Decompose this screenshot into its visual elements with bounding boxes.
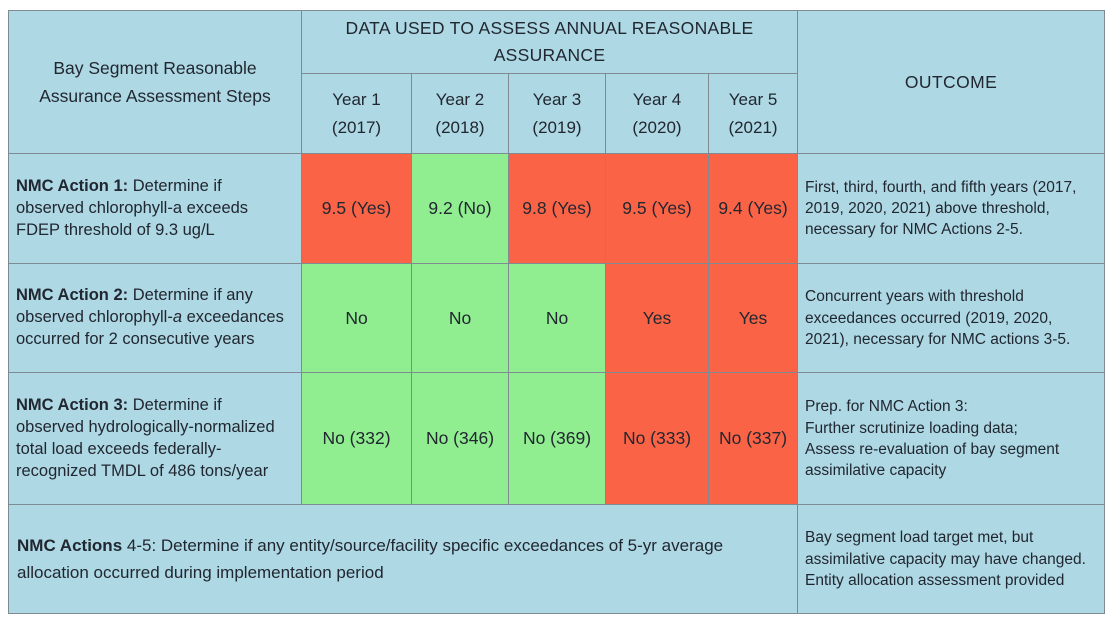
year-value-cell: No (333) (605, 372, 709, 506)
footer-row: NMC Actions 4-5: Determine if any entity… (7, 504, 1106, 615)
year-value-cell: Yes (707, 263, 799, 374)
action-label: NMC Action 2: (16, 286, 129, 305)
footer-text: 4-5: Determine if any entity/source/faci… (17, 536, 724, 583)
data-used-header-cell: DATA USED TO ASSESS ANNUAL REASONABLE AS… (300, 9, 799, 75)
assessment-table: Bay Segment Reasonable Assurance Assessm… (7, 9, 1106, 615)
year-header-cell-2: Year 2 (2018) (411, 73, 509, 155)
footer-label: NMC Actions (17, 536, 123, 556)
year-value-cell: No (346) (411, 372, 509, 506)
action-text-italic: a (172, 308, 183, 327)
year-value-cell: No (301, 263, 412, 374)
year-value-cell: 9.4 (Yes) (707, 153, 799, 265)
year-value-cell: No (411, 263, 509, 374)
year-header-cell-3: Year 3 (2019) (508, 73, 606, 155)
outcome-cell: Concurrent years with threshold exceedan… (797, 263, 1106, 374)
year-header-cell-1: Year 1 (2017) (301, 73, 412, 155)
year-value-cell: No (369) (508, 372, 606, 506)
year-value-cell: 9.5 (Yes) (301, 153, 412, 265)
action-row-2: NMC Action 2: Determine if any observed … (8, 263, 1106, 374)
action-text: Determine if observed hydrologically-nor… (16, 395, 275, 480)
year-label: Year 3 (532, 89, 582, 109)
year-sub: (2018) (435, 117, 485, 137)
year-value-cell: No (508, 263, 606, 374)
year-value-cell: 9.8 (Yes) (508, 153, 606, 265)
year-sub: (2019) (532, 117, 582, 137)
header-row-years: Year 1 (2017) Year 2 (2018) Year 3 (2019) Y… (9, 73, 1105, 155)
footer-outcome-cell: Bay segment load target met, but assimil… (797, 504, 1106, 615)
year-value-cell: No (332) (301, 372, 412, 506)
year-label: Year 4 (632, 89, 682, 109)
action-description-cell: NMC Action 3: Determine if observed hydr… (8, 372, 302, 506)
action-label: NMC Action 1: (16, 176, 129, 195)
action-label: NMC Action 3: (16, 395, 129, 414)
header-row-top: Bay Segment Reasonable Assurance Assessm… (8, 9, 1106, 155)
outcome-cell: Prep. for NMC Action 3: Further scrutini… (797, 372, 1106, 506)
action-description-cell: NMC Action 2: Determine if any observed … (8, 263, 302, 374)
year-sub: (2017) (331, 117, 382, 137)
action-text: exceedances occurred for 2 consecutive y… (16, 308, 284, 349)
year-value-cell: Yes (605, 263, 709, 374)
action-text: Determine if any observed chlorophyll- (16, 286, 253, 327)
action-row-3: NMC Action 3: Determine if observed hydr… (8, 372, 1106, 506)
year-sub: (2020) (632, 117, 682, 137)
outcome-header-cell: OUTCOME (797, 9, 1106, 155)
year-value-cell: No (337) (707, 372, 799, 506)
steps-header-cell: Bay Segment Reasonable Assurance Assessm… (8, 9, 302, 155)
year-label: Year 5 (728, 89, 778, 109)
action-text: Determine if observed chlorophyll-a exce… (16, 176, 249, 239)
year-value-cell: 9.5 (Yes) (605, 153, 709, 265)
action-row-1: NMC Action 1: Determine if observed chlo… (8, 153, 1106, 265)
year-value-cell: 9.2 (No) (411, 153, 509, 265)
year-label: Year 1 (332, 89, 381, 109)
outcome-cell: First, third, fourth, and fifth years (2… (797, 153, 1106, 265)
footer-description-cell: NMC Actions 4-5: Determine if any entity… (7, 504, 799, 615)
action-description-cell: NMC Action 1: Determine if observed chlo… (8, 153, 302, 265)
year-sub: (2021) (728, 117, 778, 137)
year-label: Year 2 (435, 89, 485, 109)
year-header-cell-5: Year 5 (2021) (707, 73, 799, 155)
year-header-cell-4: Year 4 (2020) (605, 73, 709, 155)
